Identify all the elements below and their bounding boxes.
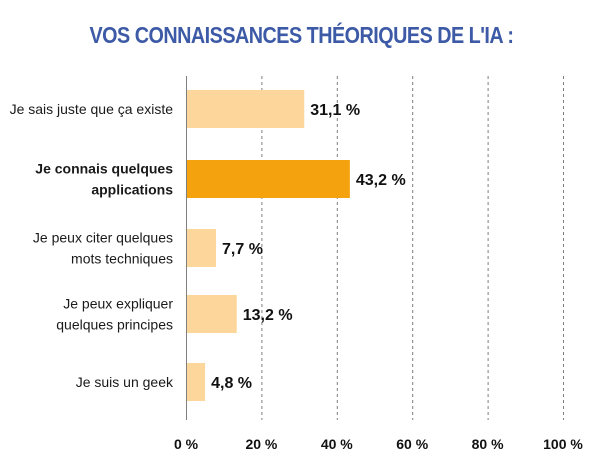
x-tick-label: 40 % — [321, 436, 353, 452]
bar — [187, 90, 305, 128]
category-label: Je peux expliquer — [63, 296, 173, 312]
category-label: Je connais quelques — [35, 161, 173, 177]
category-label: applications — [91, 182, 173, 198]
data-label: 7,7 % — [222, 241, 263, 258]
chart-title: VOS CONNAISSANCES THÉORIQUES DE L'IA : — [89, 22, 514, 48]
data-label: 13,2 % — [243, 307, 293, 324]
bar — [187, 160, 350, 198]
x-tick-label: 60 % — [396, 436, 428, 452]
bar — [187, 363, 206, 401]
data-label: 31,1 % — [310, 102, 360, 119]
category-label: Je suis un geek — [76, 374, 174, 390]
category-label: mots techniques — [71, 251, 173, 267]
bar — [187, 229, 217, 267]
bar — [187, 295, 237, 333]
category-label: quelques principes — [56, 317, 173, 333]
data-label: 43,2 % — [356, 172, 406, 189]
category-label: Je sais juste que ça existe — [10, 101, 174, 117]
x-tick-label: 0 % — [174, 436, 199, 452]
category-label: Je peux citer quelques — [33, 230, 173, 246]
data-label: 4,8 % — [211, 375, 252, 392]
x-tick-label: 20 % — [245, 436, 277, 452]
x-tick-label: 100 % — [543, 436, 583, 452]
x-tick-label: 80 % — [472, 436, 504, 452]
